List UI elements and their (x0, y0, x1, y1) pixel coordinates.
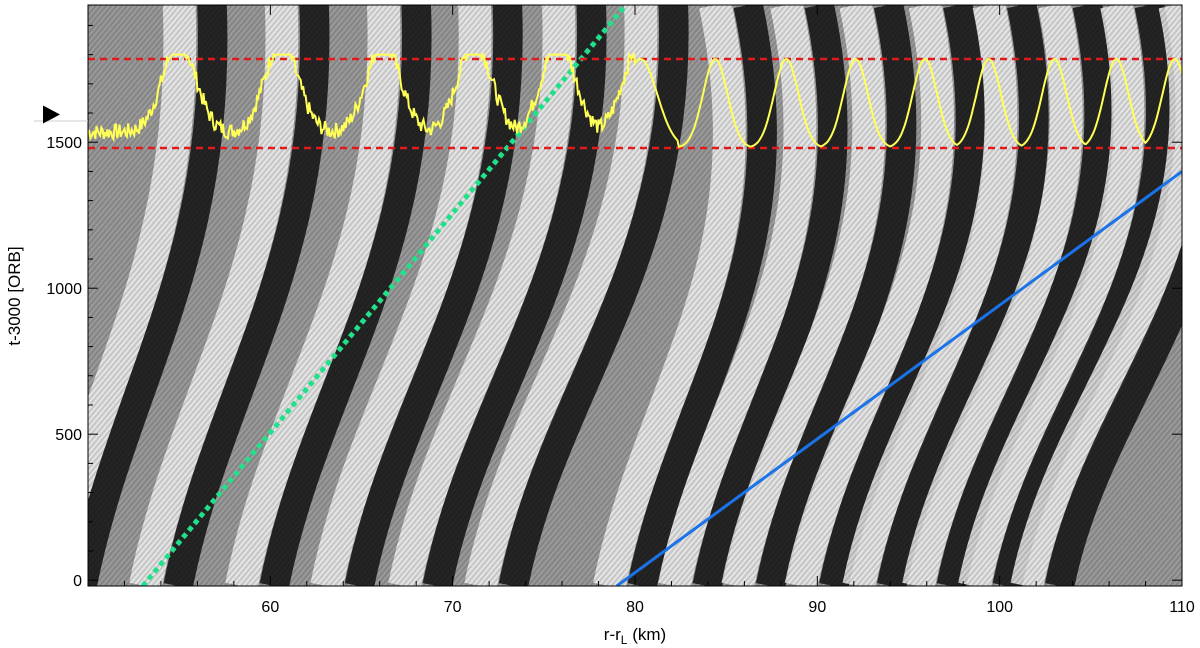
y-tick-label: 1000 (46, 281, 82, 298)
y-axis-label: t-3000 [ORB] (5, 246, 24, 345)
x-axis-label: r-rL (km) (604, 625, 666, 647)
y-tick-label: 1500 (46, 135, 82, 152)
x-tick-label: 90 (808, 599, 826, 616)
y-tick-label: 500 (55, 427, 82, 444)
x-tick-label: 110 (1169, 599, 1195, 616)
fine-texture (88, 5, 1182, 586)
x-tick-label: 100 (986, 599, 1013, 616)
time-marker-icon (43, 105, 60, 124)
intensity-profile-line (88, 51, 1182, 149)
ticks-layer: 60 70 80 90 100 110 0 500 1000 1500 (46, 5, 1195, 616)
overlay-layer (88, 5, 1182, 586)
x-tick-label: 60 (261, 599, 279, 616)
x-tick-label: 70 (444, 599, 462, 616)
plot-background (88, 5, 1182, 586)
y-tick-label: 0 (73, 573, 82, 590)
x-tick-label: 80 (626, 599, 644, 616)
solid-trend-line (615, 170, 1182, 586)
